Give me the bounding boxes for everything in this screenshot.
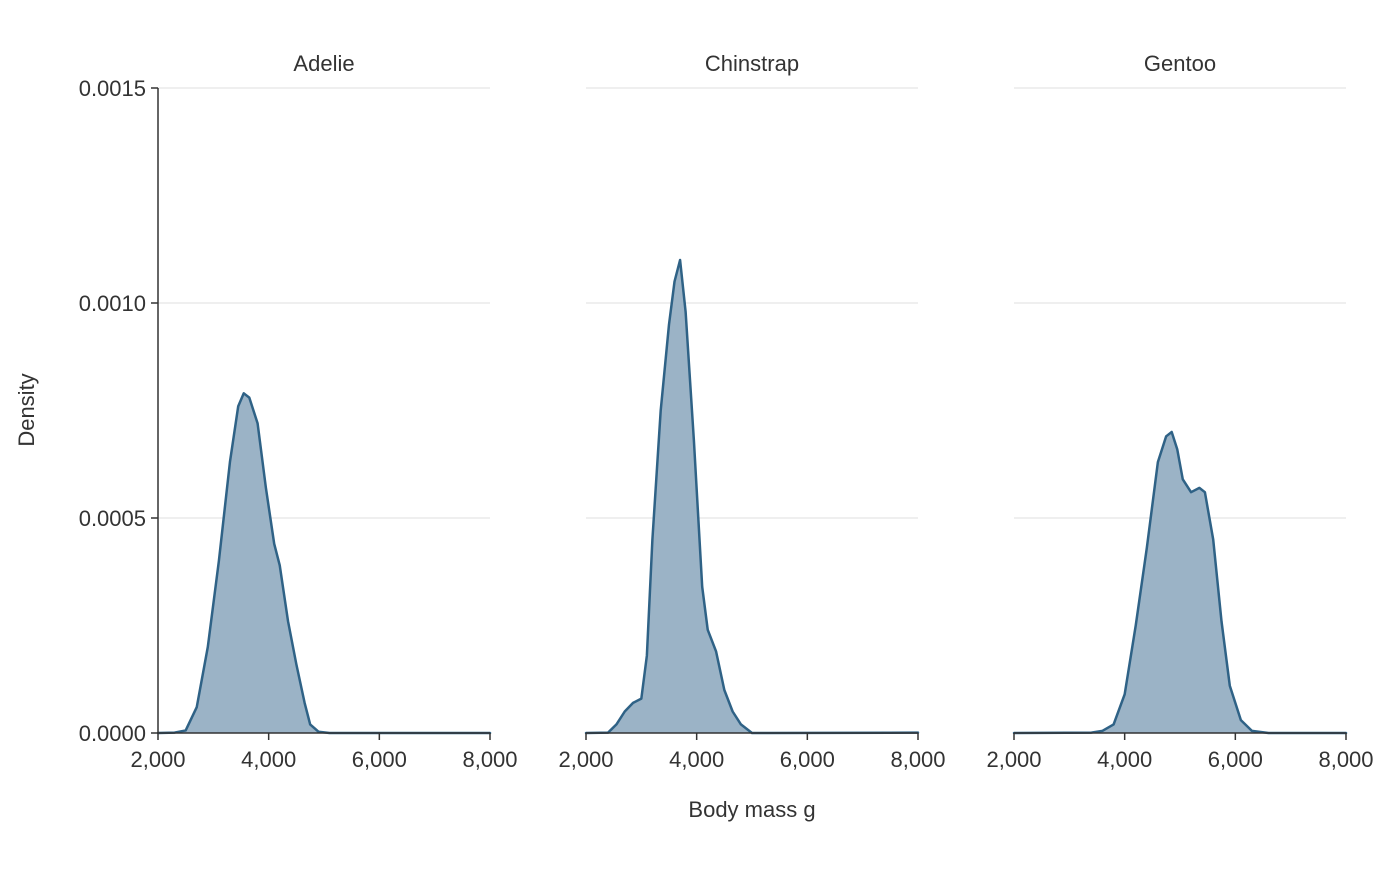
density-line-adelie	[156, 392, 492, 735]
x-tick-label-gentoo-3: 8,000	[1318, 747, 1373, 772]
grid-layer	[158, 87, 1346, 519]
axes	[151, 87, 1347, 740]
y-tick-label-3: 0.0015	[79, 76, 146, 101]
x-tick-label-chinstrap-3: 8,000	[890, 747, 945, 772]
x-tick-label-gentoo-0: 2,000	[986, 747, 1041, 772]
x-tick-label-gentoo-2: 6,000	[1208, 747, 1263, 772]
density-line-chinstrap	[584, 258, 920, 735]
x-tick-label-chinstrap-1: 4,000	[669, 747, 724, 772]
labels: 2,000 4,000 6,000 8,000 Adelie 2,000 4,000 6,00…	[79, 51, 1374, 772]
x-tick-label-gentoo-1: 4,000	[1097, 747, 1152, 772]
panel-title-gentoo: Gentoo	[1144, 51, 1216, 76]
y-tick-label-2: 0.0010	[79, 291, 146, 316]
x-tick-label-adelie-0: 2,000	[130, 747, 185, 772]
density-area-chinstrap	[586, 260, 918, 733]
density-areas	[156, 258, 1348, 735]
x-tick-label-adelie-3: 8,000	[462, 747, 517, 772]
y-axis-title: Density	[14, 373, 39, 446]
x-axis-title: Body mass g	[688, 797, 815, 822]
x-tick-label-chinstrap-0: 2,000	[558, 747, 613, 772]
density-line-gentoo	[1012, 430, 1348, 735]
y-tick-label-0: 0.0000	[79, 721, 146, 746]
panel-title-chinstrap: Chinstrap	[705, 51, 799, 76]
density-area-adelie	[158, 393, 490, 733]
density-area-gentoo	[1014, 432, 1346, 733]
y-tick-label-1: 0.0005	[79, 506, 146, 531]
x-tick-label-chinstrap-2: 6,000	[780, 747, 835, 772]
x-tick-label-adelie-1: 4,000	[241, 747, 296, 772]
panel-title-adelie: Adelie	[293, 51, 354, 76]
x-tick-label-adelie-2: 6,000	[352, 747, 407, 772]
